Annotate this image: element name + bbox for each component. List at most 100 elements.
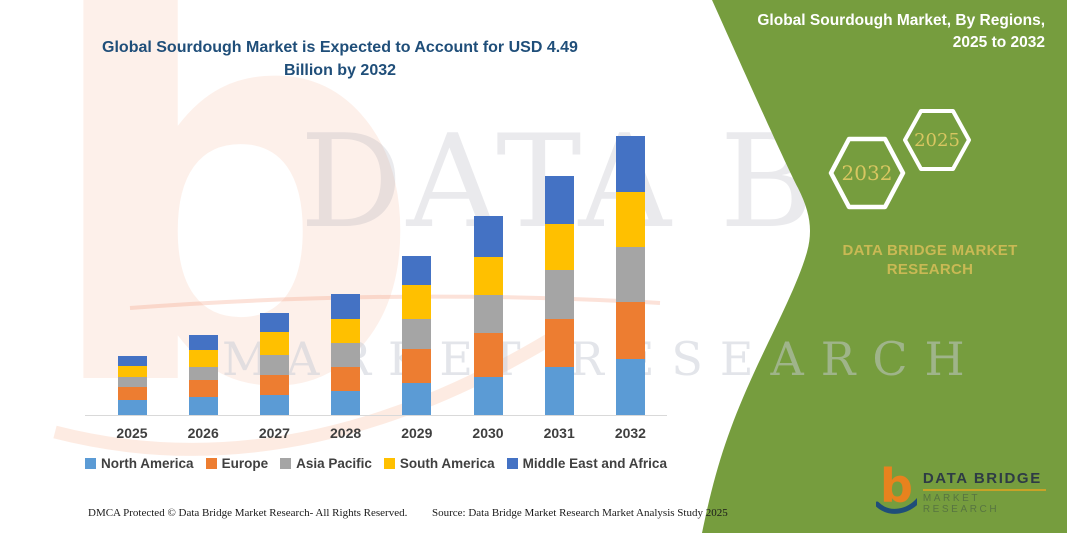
bar-segment-europe [402, 348, 432, 383]
legend-item-asia-pacific: Asia Pacific [280, 456, 372, 471]
bar-segment-south-america [473, 256, 503, 295]
legend-swatch-icon [205, 458, 217, 469]
bar-segment-asia-pacific [402, 318, 432, 349]
bar-2032 [615, 136, 645, 415]
bar-segment-europe [473, 333, 503, 377]
legend-label: Asia Pacific [296, 456, 372, 471]
bar-segment-europe [615, 302, 645, 359]
bar-segment-middle-east-and-africa [188, 334, 218, 350]
panel-brand-text: DATA BRIDGE MARKET RESEARCH [826, 241, 1034, 279]
databridge-logo: b DATA BRIDGE MARKET RESEARCH [876, 460, 1046, 516]
legend-label: Middle East and Africa [522, 456, 667, 471]
source-text: Source: Data Bridge Market Research Mark… [432, 507, 728, 519]
bar-segment-asia-pacific [259, 355, 289, 375]
bar-segment-middle-east-and-africa [259, 313, 289, 333]
bar-segment-middle-east-and-africa [473, 216, 503, 257]
bar-segment-middle-east-and-africa [117, 356, 147, 367]
bar-segment-north-america [544, 367, 574, 415]
bar-segment-south-america [402, 284, 432, 319]
bar-2031 [544, 175, 574, 415]
panel-heading-line2: 2025 to 2032 [952, 34, 1045, 51]
bar-segment-europe [117, 387, 147, 400]
databridge-logo-name: DATA BRIDGE [922, 470, 1042, 487]
hexagon-2032-label: 2032 [842, 161, 893, 185]
databridge-logo-text: DATA BRIDGE MARKET RESEARCH [922, 460, 1046, 515]
bar-segment-asia-pacific [473, 294, 503, 333]
legend-swatch-icon [280, 458, 292, 469]
bar-2025 [117, 356, 147, 415]
legend-item-europe: Europe [205, 456, 269, 471]
bar-segment-south-america [615, 191, 645, 248]
chart-legend: North America Europe Asia Pacific South Ame… [80, 456, 672, 471]
databridge-logo-b-icon: b [876, 460, 917, 514]
bar-segment-europe [544, 319, 574, 368]
copyright-text: DMCA Protected © Data Bridge Market Rese… [88, 507, 408, 519]
x-axis-label-2032: 2032 [614, 425, 646, 441]
bar-segment-middle-east-and-africa [615, 136, 645, 192]
bar-2027 [259, 313, 289, 415]
bar-segment-south-america [259, 332, 289, 356]
panel-heading: Global Sourdough Market, By Regions, 202… [715, 10, 1045, 54]
bar-segment-south-america [117, 366, 147, 378]
panel-brand-line1: DATA BRIDGE MARKET [842, 242, 1018, 259]
x-axis-line [85, 415, 667, 416]
legend-label: South America [399, 456, 495, 471]
chart-title: Global Sourdough Market is Expected to A… [60, 36, 620, 82]
bar-segment-asia-pacific [331, 343, 361, 367]
chart-title-line1: Global Sourdough Market is Expected to A… [102, 39, 578, 56]
bar-segment-europe [259, 374, 289, 396]
legend-swatch-icon [383, 458, 395, 469]
bar-2026 [188, 334, 218, 415]
x-axis-label-2028: 2028 [330, 425, 362, 441]
bar-segment-south-america [188, 349, 218, 367]
bar-segment-south-america [331, 318, 361, 344]
databridge-logo-rule [922, 489, 1046, 491]
bar-segment-middle-east-and-africa [544, 175, 574, 224]
bar-segment-south-america [544, 223, 574, 271]
bar-segment-europe [331, 366, 361, 391]
hexagon-2025-label: 2025 [914, 130, 960, 151]
panel-heading-line1: Global Sourdough Market, By Regions, [757, 12, 1045, 29]
bar-segment-north-america [615, 358, 645, 415]
bar-segment-north-america [117, 399, 147, 415]
bar-segment-asia-pacific [188, 366, 218, 380]
svg-text:b: b [880, 460, 913, 513]
legend-label: North America [101, 456, 194, 471]
bar-segment-asia-pacific [615, 247, 645, 302]
x-axis-label-2031: 2031 [543, 425, 575, 441]
bar-segment-asia-pacific [117, 377, 147, 388]
bar-segment-north-america [331, 390, 361, 415]
hexagon-2025-icon [903, 109, 971, 171]
bar-segment-middle-east-and-africa [331, 294, 361, 319]
chart-title-line2: Billion by 2032 [283, 62, 397, 79]
bar-2028 [331, 294, 361, 415]
x-axis-label-2025: 2025 [116, 425, 148, 441]
x-axis-label-2029: 2029 [401, 425, 433, 441]
hexagon-2032-icon [828, 136, 906, 210]
x-axis-label-2026: 2026 [187, 425, 219, 441]
databridge-logo-sub: MARKET RESEARCH [922, 493, 1000, 515]
bar-segment-north-america [402, 382, 432, 415]
legend-swatch-icon [85, 458, 97, 469]
bar-segment-north-america [188, 397, 218, 415]
bar-2029 [402, 255, 432, 415]
bar-segment-north-america [473, 376, 503, 415]
bar-segment-north-america [259, 395, 289, 415]
x-axis-label-2027: 2027 [258, 425, 290, 441]
legend-item-north-america: North America [85, 456, 194, 471]
bar-segment-europe [188, 379, 218, 397]
bar-segment-middle-east-and-africa [402, 255, 432, 285]
watermark-b-logo-icon: b [38, 0, 425, 506]
x-axis-label-2030: 2030 [472, 425, 504, 441]
green-panel-path [702, 0, 1067, 533]
legend-item-middle-east-and-africa: Middle East and Africa [506, 456, 667, 471]
legend-label: Europe [221, 456, 269, 471]
legend-swatch-icon [506, 458, 518, 469]
legend-item-south-america: South America [383, 456, 495, 471]
bar-segment-asia-pacific [544, 270, 574, 320]
panel-brand-line2: RESEARCH [886, 261, 974, 278]
bar-2030 [473, 216, 503, 415]
